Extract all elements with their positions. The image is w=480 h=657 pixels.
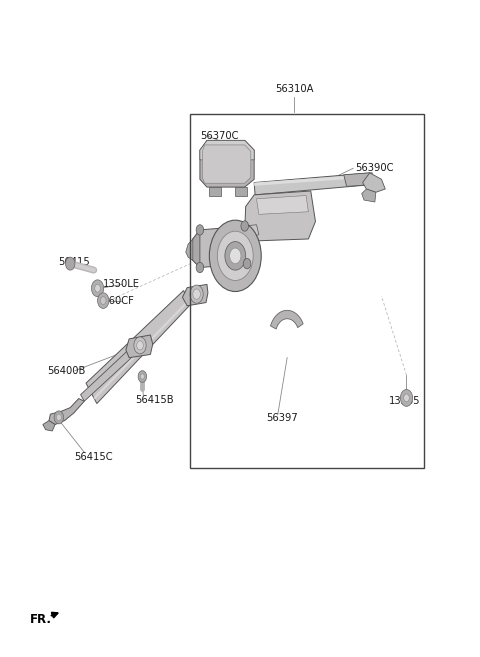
Circle shape	[404, 394, 409, 402]
Circle shape	[229, 248, 241, 263]
Circle shape	[243, 258, 251, 269]
Text: 56400B: 56400B	[48, 366, 86, 376]
Polygon shape	[126, 335, 153, 357]
Polygon shape	[209, 187, 221, 196]
Circle shape	[217, 231, 253, 281]
Circle shape	[225, 242, 246, 270]
Circle shape	[241, 221, 249, 231]
Polygon shape	[182, 284, 208, 306]
Circle shape	[190, 285, 203, 303]
Text: 56390C: 56390C	[356, 164, 394, 173]
Polygon shape	[193, 226, 252, 267]
Bar	[191, 114, 424, 468]
Circle shape	[54, 411, 63, 424]
Text: 13385: 13385	[389, 396, 420, 406]
Polygon shape	[43, 420, 55, 431]
Circle shape	[193, 289, 200, 300]
Polygon shape	[245, 225, 259, 238]
Text: 56397: 56397	[266, 413, 298, 423]
Circle shape	[97, 293, 109, 308]
Polygon shape	[94, 300, 189, 399]
Text: 56370C: 56370C	[200, 131, 239, 141]
Polygon shape	[271, 310, 303, 329]
Text: 56415C: 56415C	[74, 452, 113, 462]
Text: 56415B: 56415B	[135, 395, 174, 405]
Polygon shape	[189, 230, 200, 267]
Text: FR.: FR.	[30, 612, 52, 625]
Polygon shape	[362, 173, 385, 193]
Circle shape	[134, 337, 146, 354]
Circle shape	[91, 280, 104, 297]
Polygon shape	[200, 141, 254, 160]
Circle shape	[138, 371, 146, 382]
Polygon shape	[186, 239, 193, 260]
Circle shape	[196, 225, 204, 235]
Polygon shape	[235, 187, 247, 196]
Text: 1350LE: 1350LE	[103, 279, 140, 289]
Circle shape	[95, 284, 100, 292]
Polygon shape	[86, 290, 191, 403]
Polygon shape	[245, 191, 315, 241]
Circle shape	[196, 262, 204, 273]
Text: 56310A: 56310A	[275, 83, 313, 94]
Circle shape	[209, 220, 261, 292]
Polygon shape	[254, 174, 372, 186]
Polygon shape	[202, 145, 251, 183]
Text: 1360CF: 1360CF	[96, 296, 134, 306]
Circle shape	[400, 390, 413, 406]
Polygon shape	[81, 350, 132, 401]
Polygon shape	[362, 189, 376, 202]
Circle shape	[100, 297, 106, 304]
Polygon shape	[254, 173, 373, 195]
Text: 56415: 56415	[59, 258, 90, 267]
Polygon shape	[200, 141, 254, 187]
Polygon shape	[49, 399, 84, 424]
Circle shape	[137, 341, 144, 350]
Circle shape	[141, 374, 144, 379]
Circle shape	[65, 257, 75, 270]
Circle shape	[57, 414, 61, 420]
Polygon shape	[344, 173, 372, 187]
Polygon shape	[256, 196, 308, 214]
